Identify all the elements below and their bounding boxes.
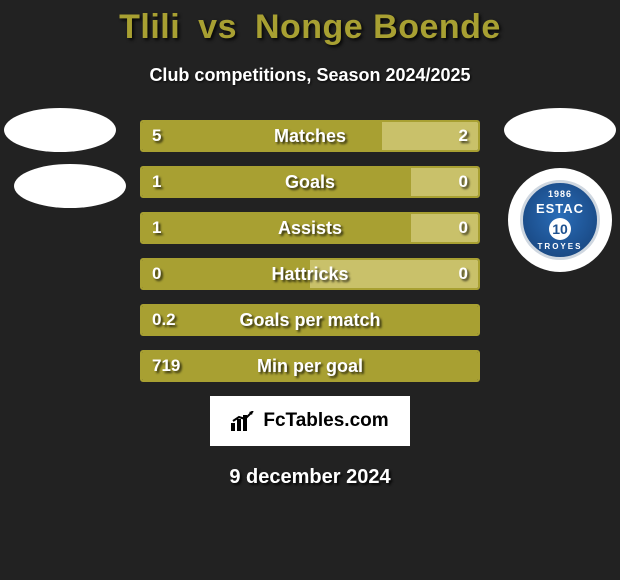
bar-left-segment bbox=[142, 260, 310, 288]
bar-left-segment bbox=[142, 122, 382, 150]
title-vs: vs bbox=[198, 8, 237, 46]
page-title: Tlili vs Nonge Boende bbox=[0, 0, 620, 47]
bar-right-segment bbox=[310, 260, 478, 288]
club-badge-inner: 1986 ESTAC 10 TROYES bbox=[520, 180, 600, 260]
title-player2: Nonge Boende bbox=[255, 8, 501, 46]
title-player1: Tlili bbox=[119, 8, 180, 46]
bar-left-segment bbox=[142, 214, 411, 242]
bar-right-segment bbox=[411, 168, 478, 196]
branding-box: FcTables.com bbox=[210, 396, 410, 446]
bar-row: Hattricks00 bbox=[140, 258, 480, 290]
badge-year: 1986 bbox=[548, 189, 572, 199]
bar-left-segment bbox=[142, 352, 478, 380]
subtitle: Club competitions, Season 2024/2025 bbox=[0, 65, 620, 86]
date-text: 9 december 2024 bbox=[0, 466, 620, 489]
bar-right-segment bbox=[411, 214, 478, 242]
branding-icon bbox=[231, 411, 257, 431]
player1-avatar-placeholder-top bbox=[4, 108, 116, 152]
bar-row: Min per goal719 bbox=[140, 350, 480, 382]
bar-left-segment bbox=[142, 306, 478, 334]
chart-area: 1986 ESTAC 10 TROYES Matches52 Goals10 Ass… bbox=[0, 120, 620, 382]
bar-right-segment bbox=[382, 122, 478, 150]
bar-left-segment bbox=[142, 168, 411, 196]
badge-city: TROYES bbox=[538, 242, 583, 251]
bar-row: Assists10 bbox=[140, 212, 480, 244]
bar-row: Matches52 bbox=[140, 120, 480, 152]
player2-avatar-placeholder-top bbox=[504, 108, 616, 152]
player2-club-badge: 1986 ESTAC 10 TROYES bbox=[508, 168, 612, 272]
badge-number: 10 bbox=[549, 218, 571, 240]
comparison-bars: Matches52 Goals10 Assists10 Hattricks00 Goal… bbox=[140, 120, 480, 382]
player1-avatar-placeholder-bottom bbox=[14, 164, 126, 208]
badge-name: ESTAC bbox=[536, 201, 584, 216]
bar-row: Goals10 bbox=[140, 166, 480, 198]
bar-row: Goals per match0.2 bbox=[140, 304, 480, 336]
branding-text: FcTables.com bbox=[263, 410, 388, 432]
